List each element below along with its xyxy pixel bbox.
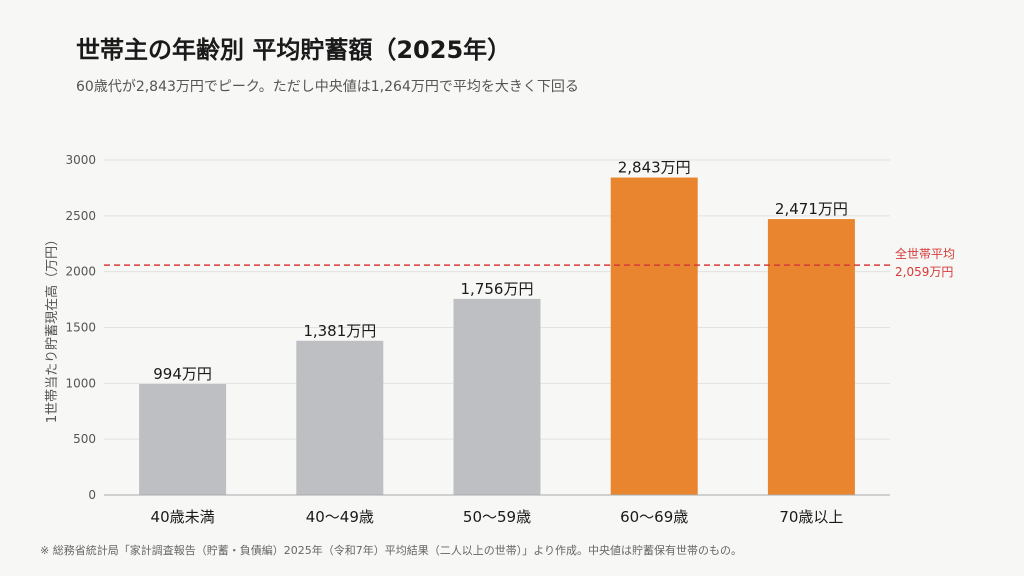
y-tick-label: 2500 bbox=[65, 209, 96, 223]
y-tick-label: 1500 bbox=[65, 321, 96, 335]
y-tick-label: 0 bbox=[88, 488, 96, 502]
bar bbox=[610, 177, 698, 495]
bar-data-label: 2,471万円 bbox=[775, 200, 848, 218]
x-tick-label: 70歳以上 bbox=[779, 508, 843, 526]
x-tick-label: 60〜69歳 bbox=[620, 508, 688, 526]
y-tick-label: 1000 bbox=[65, 376, 96, 390]
reference-label-title: 全世帯平均 bbox=[895, 246, 955, 261]
chart-subtitle: 60歳代が2,843万円でピーク。ただし中央値は1,264万円で平均を大きく下回… bbox=[76, 79, 579, 95]
y-tick-labels: 0 500 1000 1500 2000 2500 3000 bbox=[65, 153, 96, 502]
bar bbox=[767, 219, 855, 496]
y-tick-label: 3000 bbox=[65, 153, 96, 167]
x-tick-label: 40歳未満 bbox=[151, 508, 215, 526]
data-labels: 994万円 1,381万円 1,756万円 2,843万円 2,471万円 bbox=[153, 159, 848, 383]
x-tick-label: 50〜59歳 bbox=[463, 508, 531, 526]
bar bbox=[296, 340, 384, 495]
bar-data-label: 2,843万円 bbox=[618, 159, 691, 177]
source-footnote: ※ 総務省統計局「家計調査報告（貯蓄・負債編）2025年（令和7年）平均結果（二… bbox=[40, 544, 742, 557]
bar-data-label: 1,381万円 bbox=[303, 322, 376, 340]
bars bbox=[139, 177, 855, 496]
bar bbox=[453, 298, 541, 495]
y-tick-label: 2000 bbox=[65, 265, 96, 279]
chart-title: 世帯主の年齢別 平均貯蓄額（2025年） bbox=[76, 36, 512, 64]
bar-data-label: 994万円 bbox=[153, 365, 212, 383]
reference-label-value: 2,059万円 bbox=[895, 265, 953, 279]
y-axis-label: 1世帯当たり貯蓄現在高（万円） bbox=[44, 233, 60, 423]
bar-data-label: 1,756万円 bbox=[461, 280, 534, 298]
x-tick-labels: 40歳未満 40〜49歳 50〜59歳 60〜69歳 70歳以上 bbox=[151, 508, 844, 526]
y-tick-label: 500 bbox=[73, 432, 96, 446]
x-tick-label: 40〜49歳 bbox=[306, 508, 374, 526]
bar bbox=[139, 384, 227, 495]
